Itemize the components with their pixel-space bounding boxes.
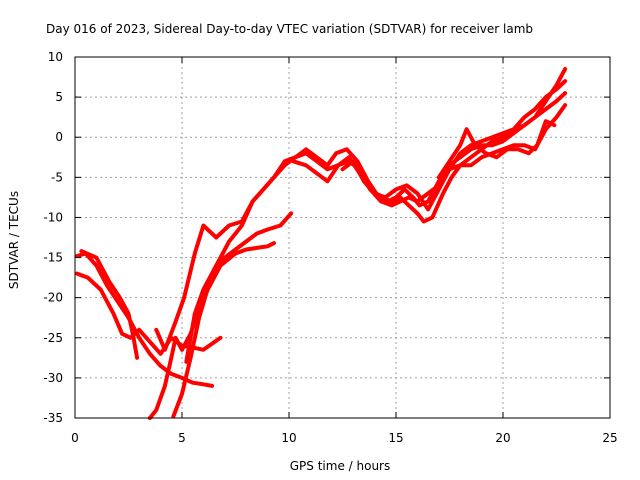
series-line-i (340, 103, 568, 212)
series-line-d (147, 241, 276, 420)
x-tick-label: 5 (178, 431, 186, 445)
series-line-e (171, 211, 294, 419)
axis-ticks: 0 5 10 15 20 25 10 5 0 -5 -10 -15 -20 -25 -30 -35 (43, 50, 617, 445)
chart-series-group (75, 67, 568, 420)
y-tick-label: 0 (55, 130, 63, 144)
x-tick-label: 20 (495, 431, 510, 445)
series-line-j (436, 119, 557, 180)
y-tick-label: 5 (55, 90, 63, 104)
series-line-a (75, 251, 214, 388)
chart-grid (75, 57, 610, 418)
y-tick-label: -15 (43, 251, 63, 265)
y-tick-label: -10 (43, 210, 63, 224)
chart-title: Day 016 of 2023, Sidereal Day-to-day VTE… (46, 22, 533, 36)
x-tick-label: 25 (602, 431, 617, 445)
series-line-h (291, 91, 568, 208)
plot-frame (74, 56, 611, 419)
y-tick-label: -20 (43, 291, 63, 305)
series-line-c (79, 249, 140, 360)
y-tick-label: -30 (43, 371, 63, 385)
x-axis-label: GPS time / hours (290, 459, 391, 473)
x-tick-label: 10 (281, 431, 296, 445)
series-line-g (184, 79, 568, 364)
x-tick-label: 0 (71, 431, 79, 445)
y-axis-label: SDTVAR / TECUs (7, 191, 21, 289)
y-tick-label: 10 (48, 50, 63, 64)
x-tick-label: 15 (388, 431, 403, 445)
y-tick-label: -25 (43, 331, 63, 345)
y-tick-label: -35 (43, 411, 63, 425)
series-line-f (154, 67, 568, 352)
y-tick-label: -5 (51, 170, 63, 184)
